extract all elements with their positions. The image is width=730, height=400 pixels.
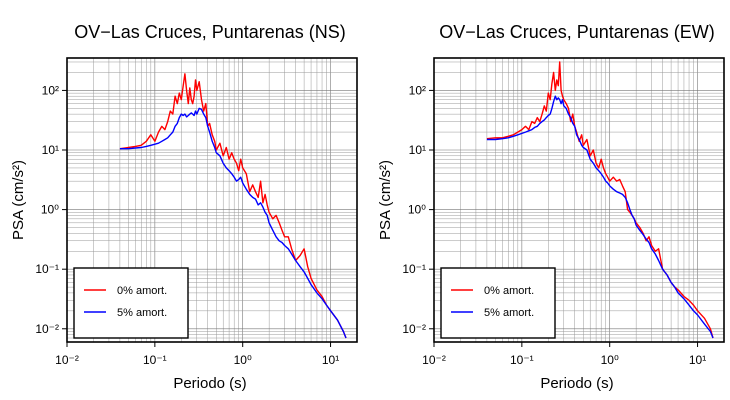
series-line-amort-0 (486, 61, 714, 339)
chart-ew: 10⁻² 10⁻¹ 10⁰ 10¹ 10⁻² 10⁻¹ 10⁰ 10¹ 10² OV−Las Cr… (377, 22, 725, 392)
y-axis-label: PSA (cm/s²) (10, 160, 27, 240)
chart-title: OV−Las Cruces, Puntarenas (EW) (439, 22, 715, 42)
y-tick-label: 10⁻² (35, 322, 59, 336)
chart-title: OV−Las Cruces, Puntarenas (NS) (74, 22, 346, 42)
legend-label: 0% amort. (484, 285, 534, 297)
legend: 0% amort. 5% amort. (73, 267, 189, 339)
series-line-amort-0 (119, 73, 347, 339)
legend-box (73, 267, 189, 339)
x-tick-label: 10⁻¹ (510, 353, 534, 367)
legend-label: 5% amort. (484, 307, 534, 319)
y-axis-label: PSA (cm/s²) (377, 160, 394, 240)
grid (66, 58, 358, 343)
x-tick-label: 10⁻¹ (143, 353, 167, 367)
y-tick-label: 10⁻² (402, 322, 426, 336)
x-tick-label: 10¹ (689, 353, 706, 367)
legend: 0% amort. 5% amort. (440, 267, 556, 339)
legend-box (440, 267, 556, 339)
x-tick-label: 10⁰ (601, 353, 619, 367)
y-tick-label: 10¹ (42, 143, 59, 157)
plot-frame (66, 57, 358, 343)
y-tick-label: 10⁻¹ (35, 262, 59, 276)
plot-frame (433, 57, 725, 343)
x-tick-label: 10¹ (322, 353, 339, 367)
series-line-amort-5 (486, 95, 714, 339)
x-axis-label: Periodo (s) (540, 375, 613, 392)
y-tick-label: 10² (409, 83, 426, 97)
y-tick-label: 10² (42, 83, 59, 97)
y-tick-label: 10¹ (409, 143, 426, 157)
chart-ns: 10⁻² 10⁻¹ 10⁰ 10¹ 10⁻² 10⁻¹ 10⁰ 10¹ 10² OV−Las Cr… (10, 22, 358, 392)
series-line-amort-5 (119, 107, 347, 339)
x-axis-label: Periodo (s) (173, 375, 246, 392)
y-tick-label: 10⁻¹ (402, 262, 426, 276)
x-tick-label: 10⁻² (55, 353, 79, 367)
y-tick-label: 10⁰ (41, 203, 59, 217)
legend-label: 5% amort. (117, 307, 167, 319)
x-tick-label: 10⁻² (422, 353, 446, 367)
legend-label: 0% amort. (117, 285, 167, 297)
y-tick-label: 10⁰ (408, 203, 426, 217)
x-tick-label: 10⁰ (234, 353, 252, 367)
